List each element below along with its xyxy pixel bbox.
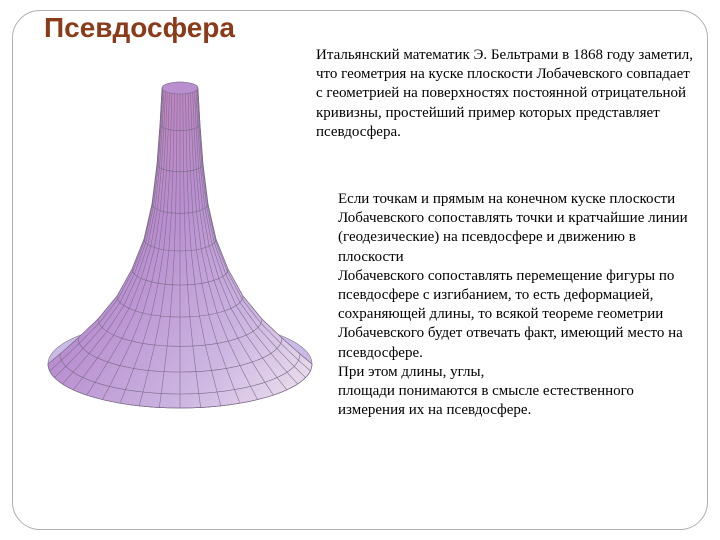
pseudosphere-figure [40, 64, 320, 424]
slide-title: Псевдосфера [44, 12, 235, 44]
paragraph-1: Итальянский математик Э. Бельтрами в 186… [316, 46, 694, 142]
paragraph-2: Если точкам и прямым на конечном куске п… [338, 190, 698, 420]
